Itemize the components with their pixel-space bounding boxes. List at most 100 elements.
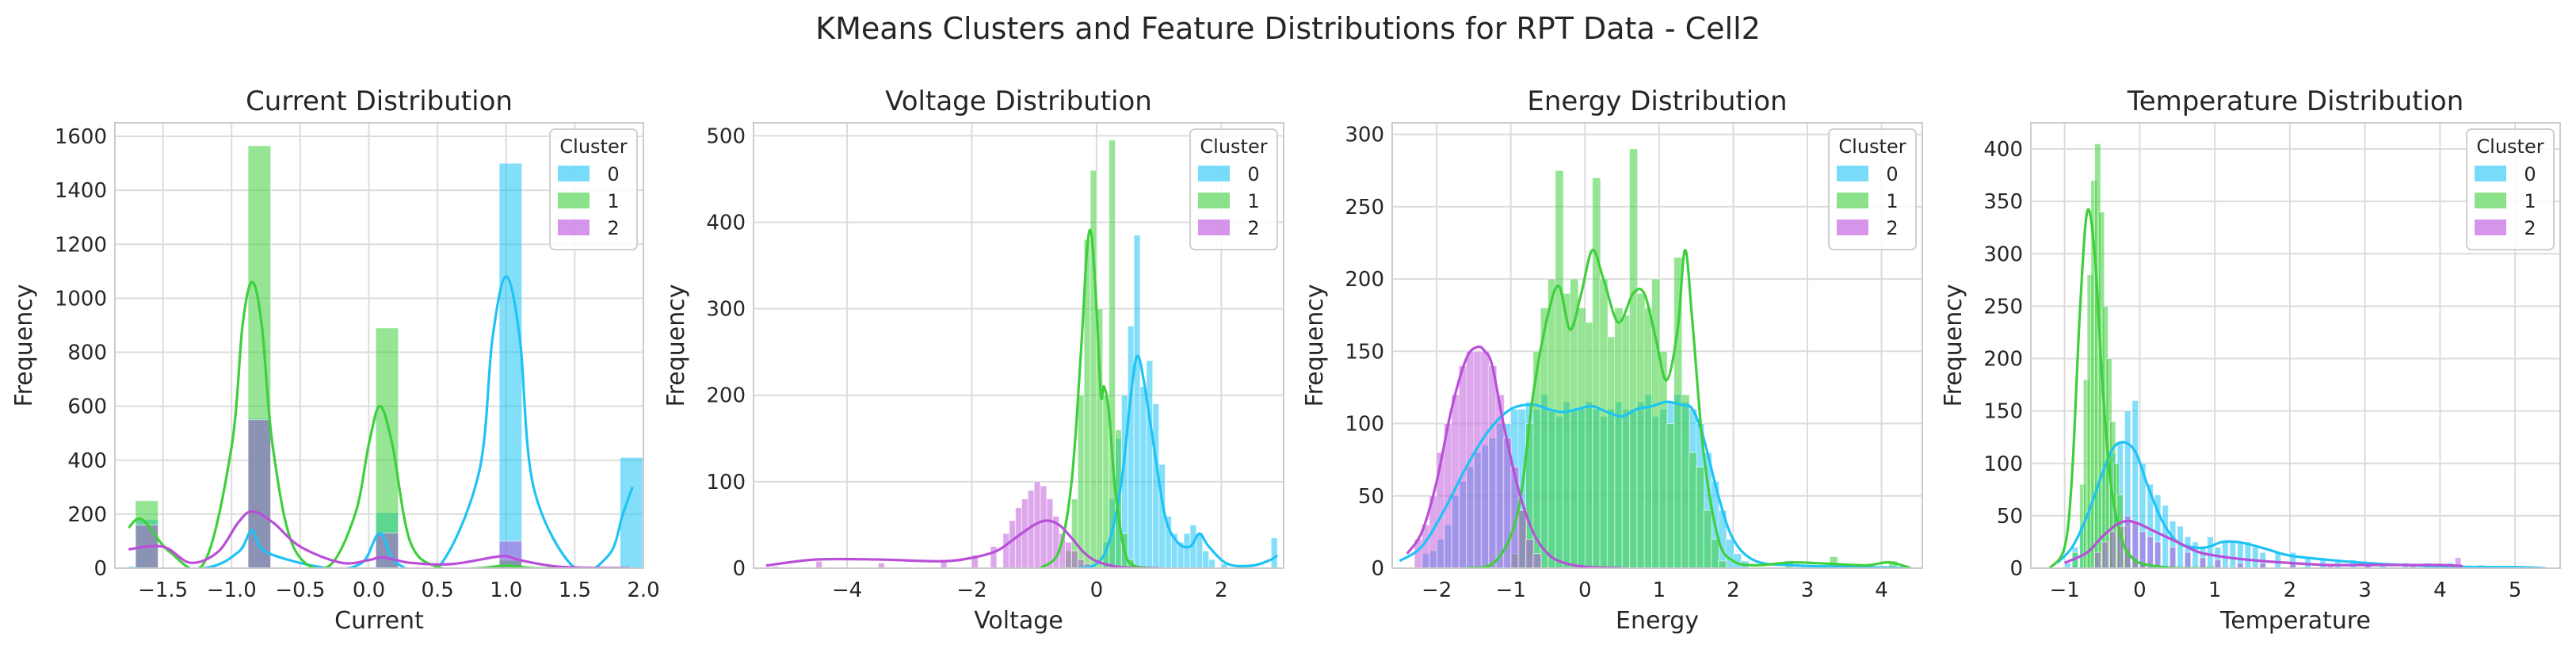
kde-line-cluster-2 [2063, 519, 2463, 567]
subplot-4: −1 0 1 2 3 4 5050100150200250300350400Temperat… [1940, 86, 2561, 635]
x-tick-label: 3 [2358, 578, 2372, 602]
histogram-bar-cluster-0 [1270, 537, 1278, 568]
legend-label-cluster-0: 0 [2524, 163, 2536, 185]
legend-label-cluster-0: 0 [607, 163, 619, 185]
y-tick-label: 1600 [55, 125, 107, 149]
histogram-bar-cluster-1 [1703, 510, 1712, 568]
histogram-bar-cluster-1 [1718, 560, 1727, 568]
histogram-bar-cluster-1 [1077, 395, 1085, 568]
axes-frame [1391, 122, 1923, 569]
histogram-bar-cluster-2 [2101, 541, 2109, 568]
histogram-bar-cluster-1 [1643, 307, 1653, 568]
y-tick-label: 1400 [55, 179, 107, 203]
histogram-bar-cluster-1 [1562, 292, 1571, 568]
x-tick-label: 2 [2284, 578, 2297, 602]
histogram-bar-cluster-2 [1488, 365, 1498, 568]
histogram-bar-cluster-0 [1725, 539, 1735, 568]
kde-line-cluster-2 [1406, 345, 1623, 568]
histogram-bar-cluster-1 [1547, 278, 1557, 568]
histogram-bar-cluster-2 [2199, 557, 2207, 568]
legend-swatch-cluster-0 [2475, 166, 2506, 181]
subplot-title: Current Distribution [246, 86, 513, 117]
x-tick-label: −1.5 [138, 578, 188, 602]
y-tick-label: 1200 [55, 233, 107, 257]
x-tick-label: 1.0 [490, 578, 522, 602]
x-tick-label: −0.5 [275, 578, 325, 602]
x-tick-label: 3 [1801, 578, 1815, 602]
plot-area [765, 139, 1279, 568]
histogram-bar-cluster-2 [2131, 520, 2139, 568]
y-tick-label: 200 [67, 503, 107, 527]
histogram-bar-cluster-1 [1710, 539, 1720, 568]
y-tick-label: 200 [1345, 268, 1384, 292]
legend-swatch-cluster-1 [558, 193, 590, 208]
x-tick-label: 0.0 [353, 578, 385, 602]
legend-label-cluster-2: 2 [2524, 217, 2536, 239]
histogram-bar-cluster-0 [2252, 547, 2259, 568]
histogram-bar-cluster-2 [1473, 350, 1483, 568]
y-tick-label: 100 [1983, 452, 2023, 476]
histogram-bar-cluster-0 [498, 162, 523, 568]
histogram-bar-cluster-1 [1628, 148, 1639, 568]
histogram-bar-cluster-1 [1592, 177, 1601, 568]
y-tick-label: 150 [1983, 400, 2023, 424]
legend-title: Cluster [2476, 136, 2544, 158]
y-tick-label: 100 [1345, 413, 1384, 437]
plot-area [128, 145, 643, 568]
histogram-bar-cluster-1 [375, 327, 399, 568]
y-tick-label: 800 [67, 342, 107, 365]
y-tick-label: 0 [93, 557, 107, 581]
histogram-bar-cluster-1 [1584, 322, 1594, 568]
legend-label-cluster-2: 2 [1247, 217, 1259, 239]
x-tick-label: 2.0 [627, 578, 659, 602]
kde-line-cluster-2 [128, 510, 630, 568]
x-tick-label: −1 [2049, 578, 2079, 602]
kde-line-cluster-1 [1466, 248, 1912, 568]
y-tick-label: 400 [67, 449, 107, 473]
legend-swatch-cluster-2 [558, 220, 590, 235]
y-tick-label: 300 [706, 298, 746, 322]
histogram-bar-cluster-2 [498, 540, 523, 568]
y-axis-label: Frequency [662, 284, 690, 407]
histogram-bar-cluster-1 [1621, 315, 1631, 568]
x-tick-label: 0 [1090, 578, 1104, 602]
y-tick-label: 300 [1345, 124, 1384, 147]
histogram-bar-cluster-2 [2169, 547, 2177, 568]
axes-frame [114, 122, 644, 569]
histogram-bar-cluster-1 [1658, 350, 1668, 568]
plot-area [2048, 143, 2546, 568]
histogram-bar-cluster-0 [2289, 552, 2296, 568]
histogram-bar-cluster-0 [2192, 541, 2199, 568]
histogram-bar-cluster-1 [1109, 139, 1116, 568]
y-tick-label: 250 [1983, 295, 2023, 319]
histogram-bar-cluster-0 [2222, 541, 2229, 568]
histogram-bar-cluster-0 [2207, 536, 2214, 568]
legend: Cluster 0 1 2 [1189, 128, 1278, 250]
histogram-bar-cluster-2 [877, 562, 885, 568]
histogram-bar-cluster-2 [2147, 536, 2154, 568]
figure-title: KMeans Clusters and Feature Distribution… [815, 11, 1761, 46]
histogram-bar-cluster-1 [1688, 452, 1698, 568]
histogram-bar-cluster-2 [2094, 552, 2101, 568]
histogram-bar-cluster-0 [1208, 559, 1215, 568]
histogram-bar-cluster-2 [2184, 552, 2192, 568]
histogram-bar-cluster-2 [1046, 498, 1054, 568]
x-tick-label: −2 [956, 578, 987, 602]
histogram-bar-cluster-0 [1152, 403, 1160, 568]
histogram-bar-cluster-2 [2237, 562, 2244, 568]
histogram-bar-cluster-2 [990, 546, 998, 568]
histogram-bar-cluster-2 [247, 419, 272, 568]
legend-swatch-cluster-1 [2475, 193, 2506, 208]
histogram-bar-cluster-0 [2244, 541, 2252, 568]
axes-frame [753, 122, 1284, 569]
legend-swatch-cluster-0 [1198, 166, 1230, 181]
histogram-bar-cluster-2 [1532, 553, 1542, 568]
x-tick-label: −2 [1422, 578, 1452, 602]
legend-label-cluster-2: 2 [1886, 217, 1898, 239]
histogram-bar-cluster-0 [2147, 483, 2154, 568]
legend-title: Cluster [1838, 136, 1906, 158]
x-axis-label: Energy [1616, 607, 1699, 635]
x-tick-label: 2 [1727, 578, 1740, 602]
y-tick-label: 150 [1345, 340, 1384, 364]
y-axis-label: Frequency [1301, 284, 1329, 407]
